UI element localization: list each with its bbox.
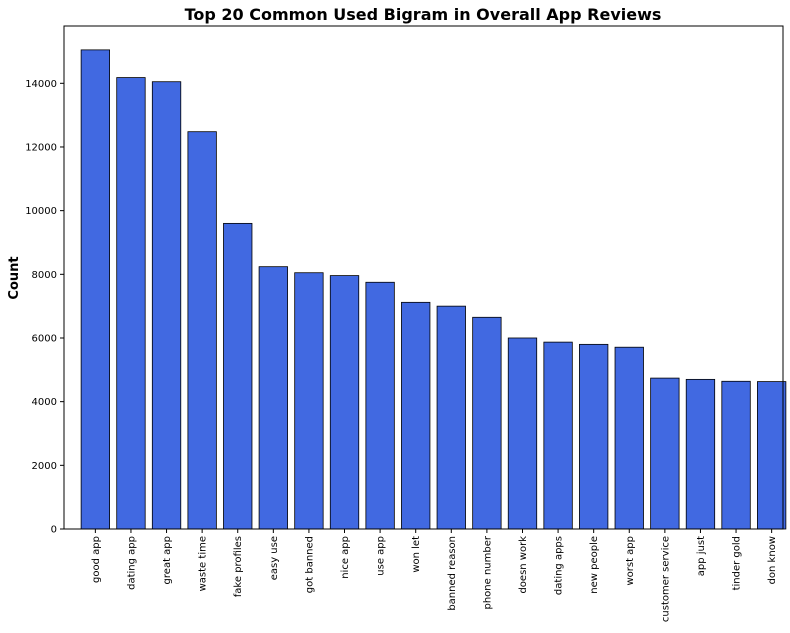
x-axis: good app dating app great app waste time fak… — [91, 529, 778, 622]
bar-dating-app — [116, 77, 146, 530]
x-tick-label: customer service — [660, 536, 671, 622]
x-tick-label: doesn work — [518, 536, 529, 594]
x-tick-label: won let — [411, 536, 422, 573]
x-tick-label: good app — [91, 536, 102, 583]
chart-title: Top 20 Common Used Bigram in Overall App… — [185, 5, 662, 24]
x-tick-label: banned reason — [447, 536, 458, 611]
y-axis: 0 2000 4000 6000 8000 10000 12000 14000 — [25, 79, 64, 536]
x-tick-label: great app — [162, 536, 173, 584]
x-tick-label: fake profiles — [233, 536, 244, 597]
y-tick-label: 6000 — [32, 333, 57, 344]
bar-tinder-gold — [721, 380, 751, 530]
bar-dating-apps — [543, 341, 573, 530]
y-tick-label: 12000 — [25, 142, 57, 153]
bar-got-banned — [294, 272, 324, 530]
y-tick-label: 2000 — [32, 461, 57, 472]
bar-phone-number — [472, 316, 502, 530]
y-tick-label: 4000 — [32, 397, 57, 408]
x-tick-label: easy use — [269, 536, 280, 580]
x-tick-label: phone number — [482, 535, 493, 609]
x-tick-label: got banned — [304, 536, 315, 593]
y-tick-label: 10000 — [25, 206, 57, 217]
bar-won-let — [401, 301, 431, 530]
x-tick-label: use app — [376, 536, 387, 576]
x-tick-label: new people — [589, 536, 600, 594]
plot-frame — [63, 25, 784, 530]
bar-use-app — [365, 281, 395, 530]
x-tick-label: worst app — [625, 536, 636, 586]
y-tick-label: 8000 — [32, 270, 57, 281]
bar-banned-reason — [436, 305, 466, 530]
x-tick-label: waste time — [198, 536, 209, 591]
y-tick-label: 0 — [51, 525, 57, 536]
x-tick-label: nice app — [340, 536, 351, 579]
x-tick-label: app just — [696, 536, 707, 576]
y-axis-label: Count — [7, 256, 22, 299]
bar-don-know — [757, 381, 787, 530]
bar-worst-app — [614, 346, 644, 530]
bar-easy-use — [258, 266, 288, 530]
bar-great-app — [151, 81, 182, 530]
bar-nice-app — [329, 275, 360, 530]
bar-app-just — [685, 378, 716, 530]
bar-waste-time — [187, 131, 217, 530]
y-tick-label: 14000 — [25, 79, 57, 90]
bar-new-people — [579, 343, 609, 530]
bar-customer-service — [650, 377, 680, 530]
x-tick-label: don know — [767, 536, 778, 584]
x-tick-label: tinder gold — [732, 536, 743, 590]
x-tick-label: dating app — [126, 536, 137, 590]
bar-doesn-work — [507, 337, 538, 530]
bar-fake-profiles — [223, 222, 253, 530]
x-tick-label: dating apps — [554, 536, 565, 595]
bars — [80, 49, 787, 530]
bar-good-app — [80, 49, 110, 530]
